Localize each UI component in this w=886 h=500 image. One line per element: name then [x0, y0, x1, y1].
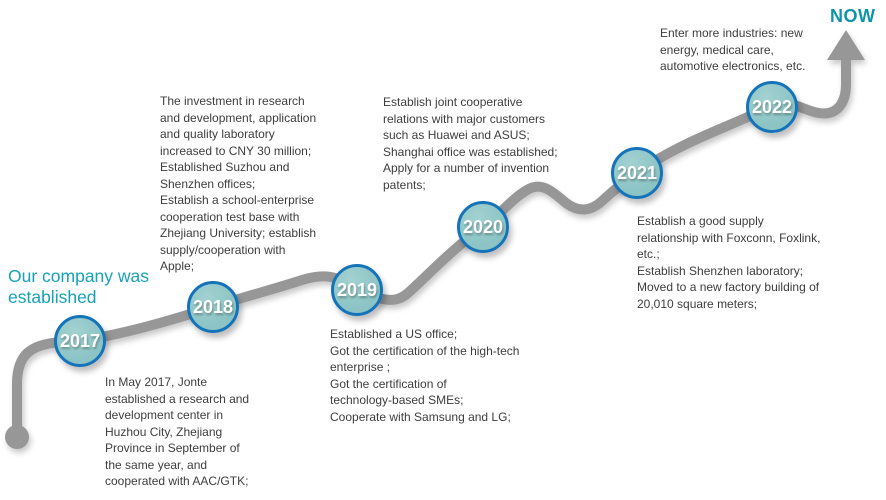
milestone-2017-year: 2017 — [59, 330, 101, 351]
milestone-2019-description: Established a US office; Got the certifi… — [330, 327, 520, 424]
milestone-2020-description: Establish joint cooperative relations wi… — [383, 95, 558, 192]
milestone-2020-circle: 2020 — [457, 201, 509, 253]
milestone-2019-circle: 2019 — [331, 264, 383, 316]
milestone-2018-circle: 2018 — [187, 281, 239, 333]
now-label: NOW — [830, 6, 876, 26]
milestone-2018-year: 2018 — [192, 296, 234, 317]
milestone-2021-description: Establish a good supply relationship wit… — [637, 214, 821, 311]
milestone-2019-year: 2019 — [336, 279, 378, 300]
milestone-2022-circle: 2022 — [746, 81, 798, 133]
milestone-2020-year: 2020 — [462, 216, 504, 237]
page-title: Our company was established — [8, 266, 150, 308]
milestone-2022-description: Enter more industries: new energy, medic… — [660, 26, 806, 73]
milestone-2017-description: In May 2017, Jonte established a researc… — [105, 375, 250, 488]
milestone-2021-year: 2021 — [616, 162, 658, 183]
milestone-2021-circle: 2021 — [611, 147, 663, 199]
milestone-2022-year: 2022 — [751, 96, 793, 117]
now-arrow-head-icon — [827, 30, 865, 60]
milestone-2018-description: The investment in research and developme… — [160, 94, 317, 273]
milestone-2017-circle: 2017 — [54, 315, 106, 367]
